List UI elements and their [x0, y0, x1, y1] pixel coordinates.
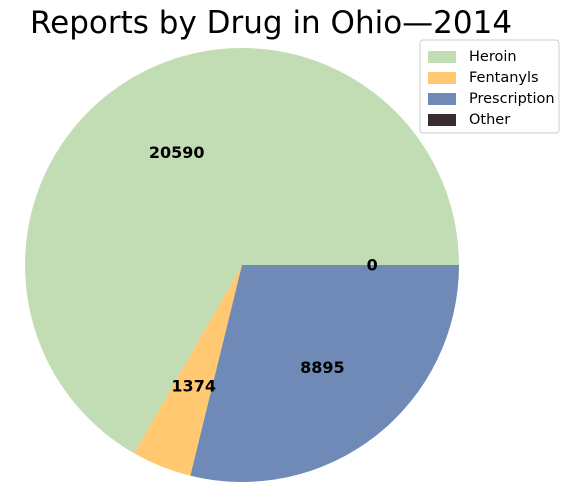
legend-swatch-fentanyls [428, 72, 456, 84]
legend-swatch-prescription [428, 93, 456, 105]
slice-value-label: 20590 [149, 143, 205, 162]
slice-value-label: 0 [367, 256, 378, 275]
pie-slice-fentanyls [134, 265, 242, 476]
pie-slice-prescription [190, 265, 459, 482]
legend-label-heroin: Heroin [469, 49, 517, 65]
legend: Heroin Fentanyls Prescription Other [419, 39, 560, 134]
pie-slice-labels: 20590 1374 8895 0 [149, 143, 378, 396]
pie-slices [25, 48, 460, 482]
legend-label-fentanyls: Fentanyls [469, 70, 539, 86]
legend-swatch-other [428, 114, 456, 126]
legend-swatch-heroin [428, 51, 456, 63]
slice-value-label: 1374 [171, 376, 216, 395]
chart-title: Reports by Drug in Ohio—2014 [30, 5, 512, 41]
legend-box [419, 39, 560, 134]
legend-label-other: Other [469, 112, 510, 128]
pie-slice-heroin [25, 48, 460, 454]
slice-value-label: 8895 [300, 358, 345, 377]
legend-label-prescription: Prescription [469, 91, 555, 107]
